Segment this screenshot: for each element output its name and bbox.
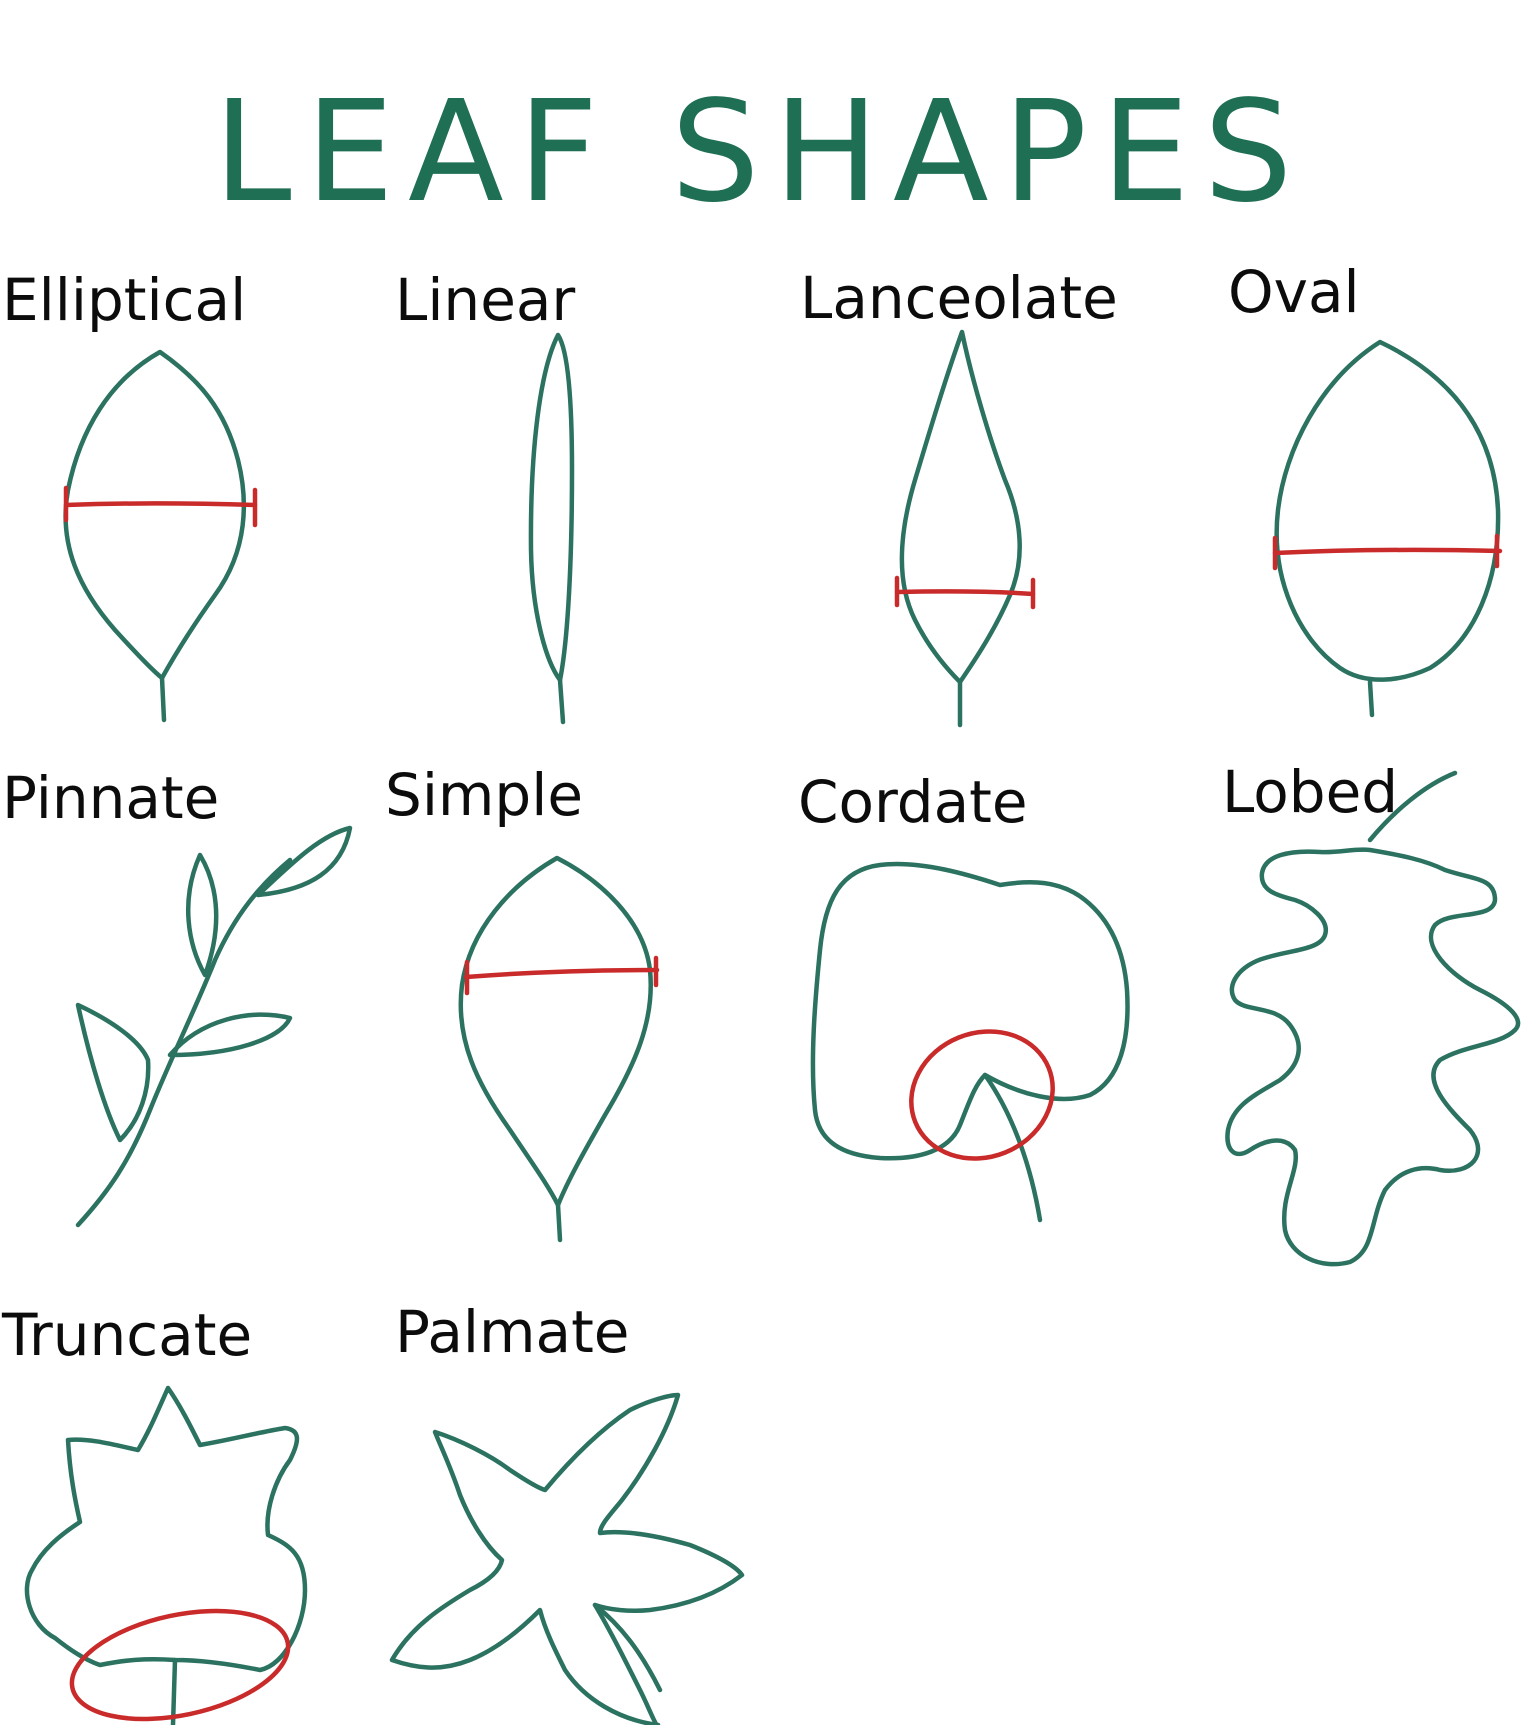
simple-leaf [458, 855, 660, 1243]
label-lobed: Lobed [1222, 758, 1398, 826]
pinnate-leaf [75, 825, 353, 1228]
simple-stem [555, 1202, 563, 1243]
lobed-stem [1367, 770, 1458, 843]
simple-width-marker [463, 955, 660, 996]
cordate-leaf [810, 861, 1130, 1223]
lanceolate-width-marker [894, 575, 1036, 610]
oval-outline [1274, 339, 1501, 682]
pinnate-leaflet-1 [75, 1002, 151, 1143]
label-palmate: Palmate [395, 1298, 630, 1366]
linear-leaf [528, 332, 575, 725]
label-cordate: Cordate [798, 768, 1028, 836]
lanceolate-leaf [894, 329, 1036, 728]
pinnate-leaflet-2 [167, 1012, 293, 1058]
elliptical-leaf [63, 349, 258, 723]
lobed-leaf [1225, 770, 1521, 1267]
label-lanceolate: Lanceolate [800, 264, 1118, 332]
pinnate-main-stem [75, 857, 293, 1228]
page-title: LEAF SHAPES [214, 71, 1307, 234]
label-simple: Simple [385, 761, 583, 829]
palmate-leaf [389, 1392, 745, 1725]
truncate-outline [24, 1385, 308, 1673]
linear-stem [557, 677, 566, 725]
oval-leaf [1272, 339, 1503, 718]
label-truncate: Truncate [1, 1301, 252, 1369]
cordate-stem [982, 1072, 1043, 1223]
elliptical-outline [63, 349, 247, 681]
truncate-leaf [24, 1385, 308, 1725]
palmate-outline [389, 1392, 745, 1725]
oval-width-marker [1272, 533, 1503, 571]
lanceolate-outline [899, 329, 1022, 685]
pinnate-leaflet-3 [185, 852, 219, 978]
linear-outline [528, 332, 575, 683]
truncate-stem [170, 1657, 178, 1725]
truncate-base-marker [69, 1608, 291, 1722]
oval-stem [1367, 679, 1375, 718]
cordate-outline [810, 861, 1130, 1161]
elliptical-width-marker [63, 485, 258, 528]
label-elliptical: Elliptical [2, 266, 246, 334]
pinnate-leaflet-4 [255, 825, 353, 898]
label-linear: Linear [395, 266, 575, 334]
label-oval: Oval [1228, 258, 1360, 326]
simple-outline [458, 855, 653, 1208]
elliptical-stem [159, 675, 167, 723]
cordate-base-marker [909, 1029, 1055, 1161]
palmate-stem [592, 1602, 663, 1693]
lobed-outline [1225, 847, 1521, 1267]
label-pinnate: Pinnate [2, 764, 219, 832]
